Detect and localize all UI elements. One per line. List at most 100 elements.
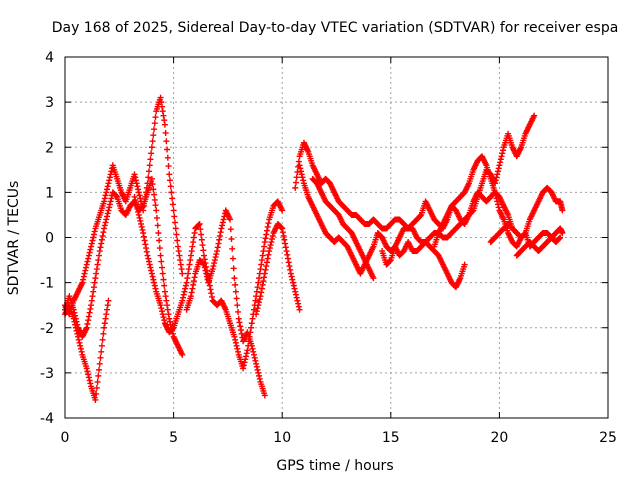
- series-track-6: [253, 220, 303, 318]
- data-point: [557, 234, 564, 241]
- data-point: [134, 183, 141, 190]
- data-point: [143, 189, 150, 196]
- data-point: [177, 261, 184, 268]
- data-point: [151, 279, 158, 286]
- data-point: [258, 289, 265, 296]
- data-point: [190, 239, 197, 246]
- data-point: [166, 171, 173, 178]
- data-point: [279, 229, 286, 236]
- data-point: [189, 285, 196, 292]
- data-point: [190, 278, 197, 285]
- data-point: [75, 333, 82, 340]
- data-point: [151, 282, 158, 289]
- data-point: [494, 201, 501, 208]
- data-point: [164, 154, 171, 161]
- data-point: [241, 359, 248, 366]
- data-point: [159, 308, 166, 315]
- data-point: [86, 249, 93, 256]
- data-point: [187, 293, 194, 300]
- y-tick-label: 4: [45, 50, 54, 66]
- data-point: [254, 284, 261, 291]
- data-point: [149, 138, 156, 145]
- data-point: [234, 302, 241, 309]
- data-point: [213, 251, 220, 258]
- data-point: [185, 270, 192, 277]
- tick-labels: 0 5 10 15 20 25 -4 -3 -2 -1 0 1 2 3 4: [40, 50, 617, 446]
- data-point: [131, 171, 138, 178]
- data-point: [153, 214, 160, 221]
- data-point: [89, 237, 96, 244]
- data-point: [169, 325, 176, 332]
- data-point: [187, 257, 194, 264]
- x-tick-label: 0: [61, 430, 70, 446]
- data-point: [170, 207, 177, 214]
- series-track-8: [296, 162, 468, 291]
- data-point: [164, 146, 171, 153]
- data-point: [261, 392, 268, 399]
- data-point: [84, 320, 91, 327]
- data-point: [284, 251, 291, 258]
- data-point: [233, 295, 240, 302]
- data-point: [165, 163, 172, 170]
- x-tick-label: 10: [273, 430, 291, 446]
- data-point: [227, 216, 234, 223]
- data-point: [255, 369, 262, 376]
- data-point: [94, 261, 101, 268]
- data-point: [257, 293, 264, 300]
- data-point: [201, 252, 208, 259]
- data-point: [286, 263, 293, 270]
- data-point: [96, 366, 103, 373]
- data-point: [266, 248, 273, 255]
- data-point: [290, 279, 297, 286]
- data-point: [85, 313, 92, 320]
- data-point: [98, 342, 105, 349]
- data-point: [201, 256, 208, 263]
- data-point: [261, 243, 268, 250]
- data-point: [140, 233, 147, 240]
- data-point: [174, 243, 181, 250]
- data-point: [97, 244, 104, 251]
- data-point: [188, 248, 195, 255]
- data-point: [281, 236, 288, 243]
- data-point: [101, 198, 108, 205]
- series-track-9: [309, 175, 377, 282]
- data-point: [106, 204, 113, 211]
- data-point: [207, 286, 214, 293]
- data-point: [160, 112, 167, 119]
- data-point: [264, 223, 271, 230]
- data-point: [102, 315, 109, 322]
- data-point: [85, 374, 92, 381]
- data-point: [494, 168, 501, 175]
- data-point: [258, 257, 265, 264]
- data-point: [282, 240, 289, 247]
- data-point: [148, 150, 155, 157]
- data-point: [84, 258, 91, 265]
- data-point: [106, 201, 113, 208]
- data-point: [137, 195, 144, 202]
- data-point: [493, 195, 500, 202]
- data-point: [251, 354, 258, 361]
- data-point: [235, 315, 242, 322]
- data-point: [268, 239, 275, 246]
- data-point: [96, 248, 103, 255]
- data-point: [257, 266, 264, 273]
- data-point: [146, 162, 153, 169]
- data-point: [103, 216, 110, 223]
- data-point: [90, 284, 97, 291]
- data-point: [78, 348, 85, 355]
- data-point: [203, 270, 210, 277]
- data-point: [288, 273, 295, 280]
- y-tick-label: 3: [45, 95, 54, 111]
- data-point: [556, 235, 563, 242]
- data-point: [164, 302, 171, 309]
- data-point: [82, 264, 89, 271]
- data-point: [190, 234, 197, 241]
- data-point: [113, 193, 120, 200]
- data-point: [159, 270, 166, 277]
- data-point: [238, 330, 245, 337]
- y-tick-label: 2: [45, 140, 54, 156]
- data-point: [167, 321, 174, 328]
- data-point: [151, 126, 158, 133]
- data-point: [210, 263, 217, 270]
- data-point: [92, 275, 99, 282]
